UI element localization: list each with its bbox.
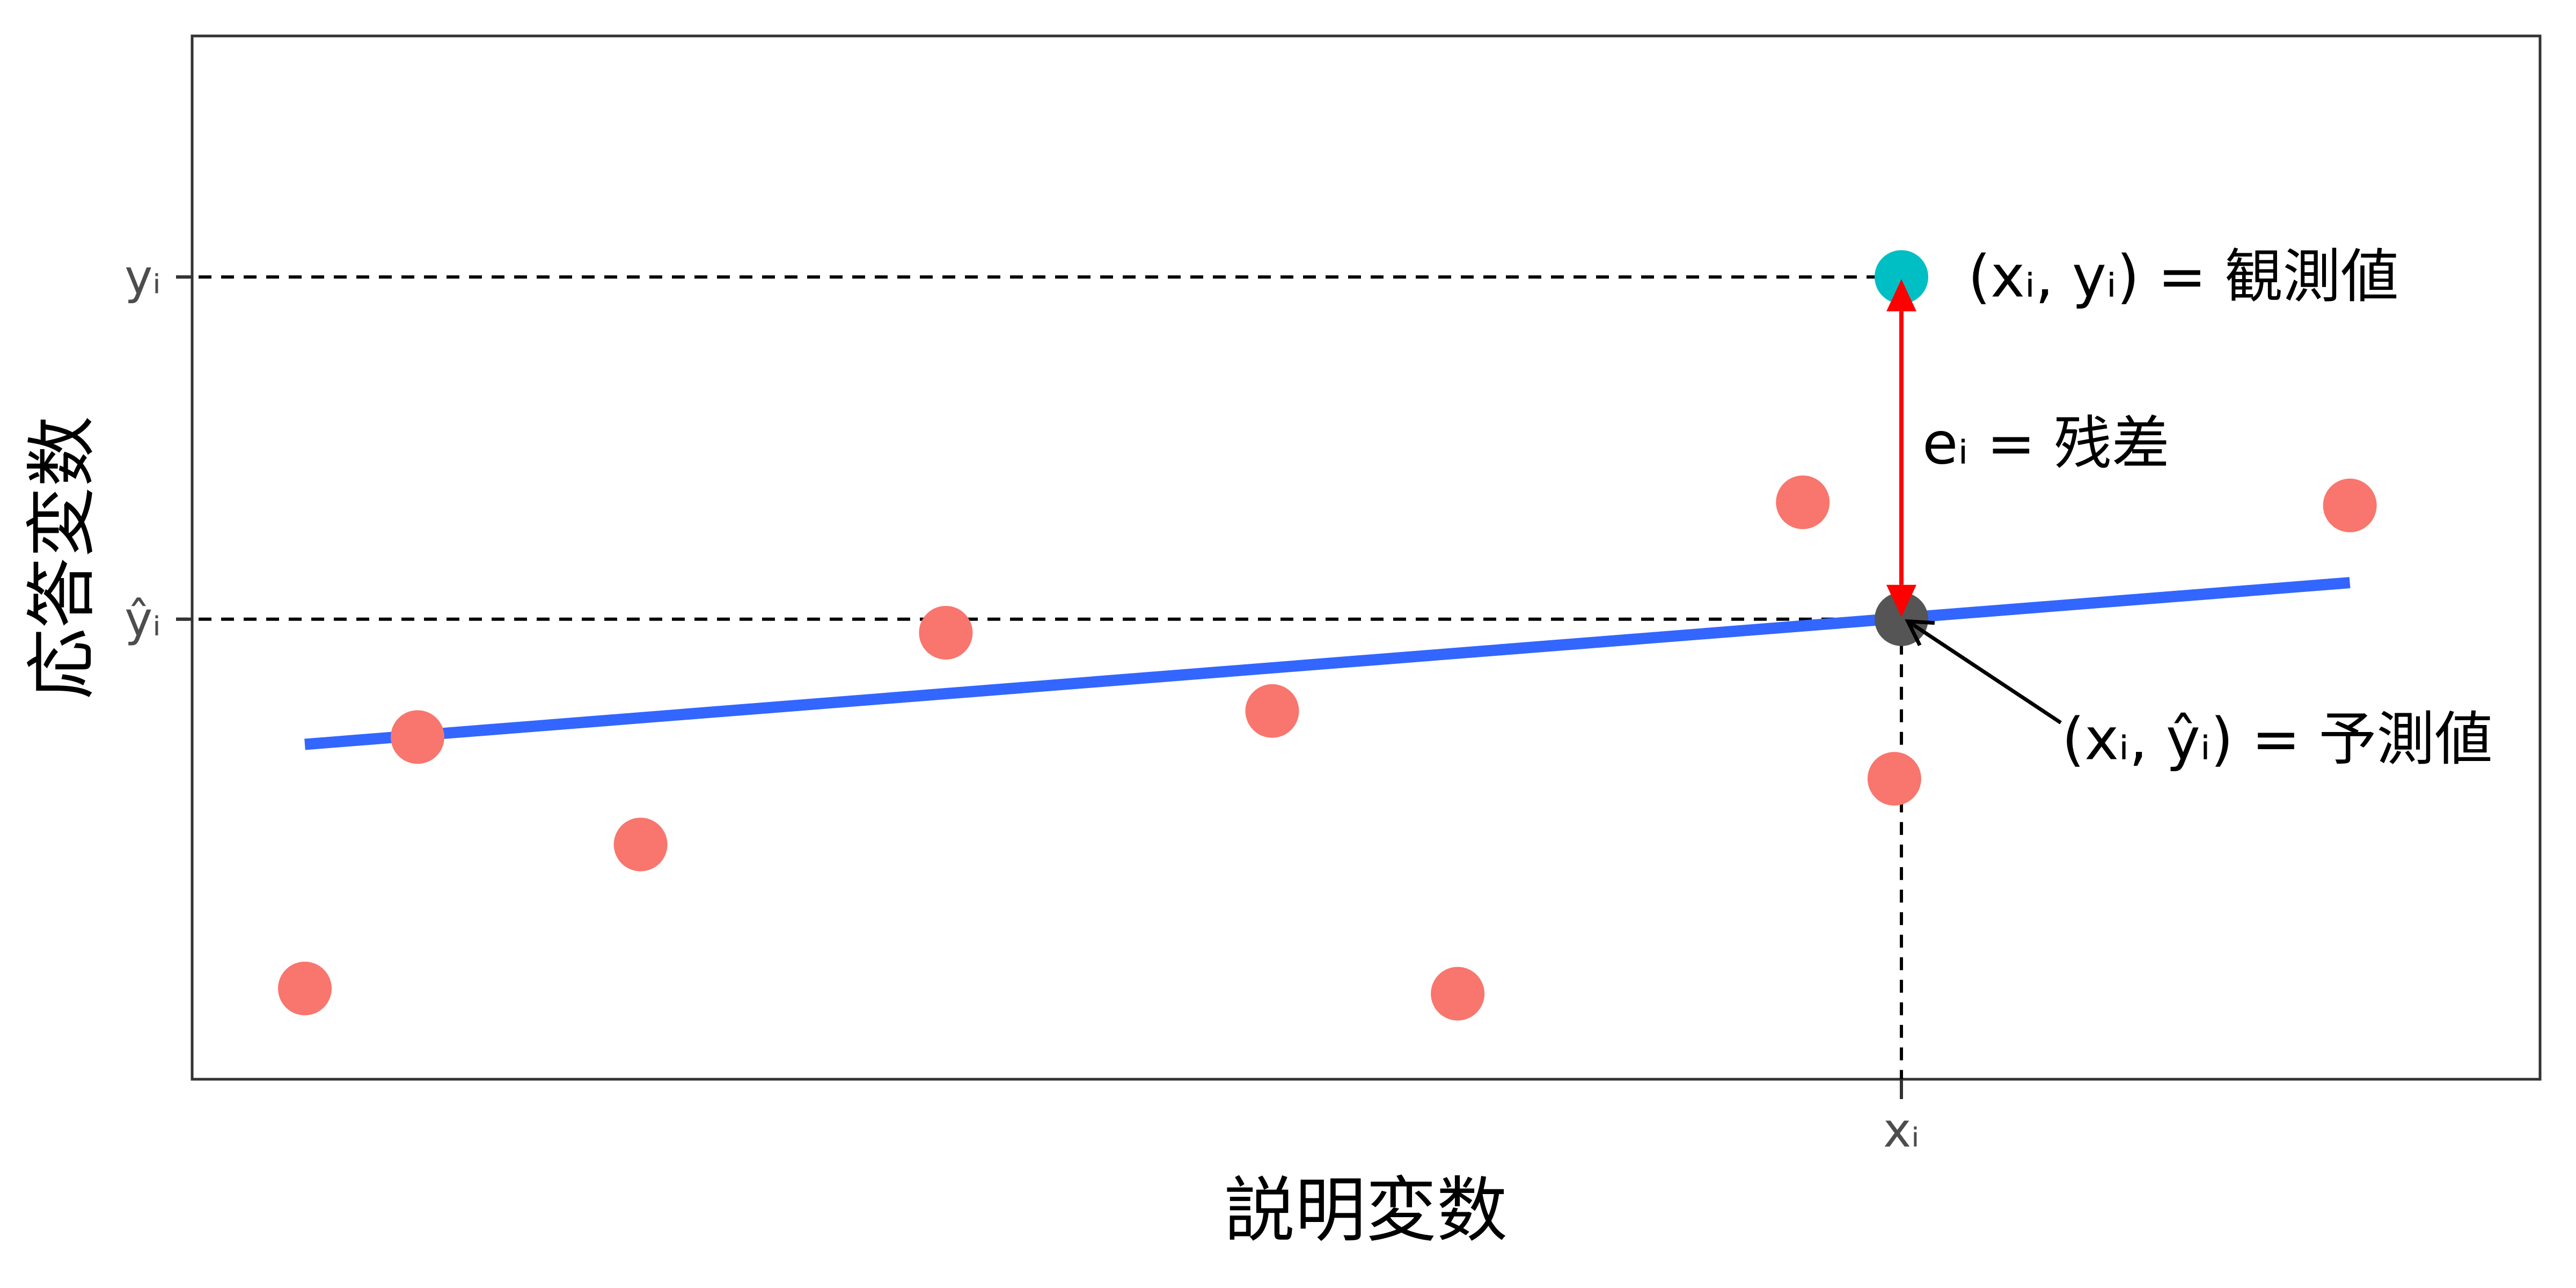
regression-layer	[304, 577, 2351, 750]
data-point	[613, 817, 668, 872]
arrows-layer	[1886, 279, 2062, 724]
data-point	[1776, 475, 1830, 529]
residual-arrowhead-bottom	[1886, 584, 1916, 617]
guide-lines-layer	[176, 275, 1903, 1099]
data-point	[1431, 967, 1485, 1021]
annotation-predicted: (xᵢ, ŷᵢ) = 予測値	[2062, 706, 2493, 773]
y-tick-label-predicted: ŷᵢ	[125, 591, 161, 647]
regression-line	[304, 577, 2351, 750]
observed-point	[1875, 250, 1928, 304]
data-point	[2323, 478, 2377, 532]
data-point	[1245, 684, 1299, 738]
data-point	[919, 605, 973, 660]
annotation-observed: (xᵢ, yᵢ) = 観測値	[1968, 244, 2399, 311]
y-axis-title: 応答変数	[21, 416, 104, 699]
data-point	[278, 961, 332, 1015]
plot-panel	[191, 34, 2542, 1081]
predicted-pointer-arrowhead	[1905, 619, 1935, 647]
data-point	[1867, 752, 1921, 806]
data-point	[391, 710, 444, 764]
y-tick-label-observed: yᵢ	[125, 250, 161, 305]
residual-arrowhead-top	[1886, 279, 1916, 312]
points-layer	[278, 250, 2377, 1021]
predicted-pointer-shaft	[1907, 619, 2062, 724]
annotation-residual: eᵢ = 残差	[1922, 411, 2170, 478]
x-axis-title: 説明変数	[1224, 1169, 1507, 1252]
x-tick-label: xᵢ	[1883, 1103, 1920, 1158]
